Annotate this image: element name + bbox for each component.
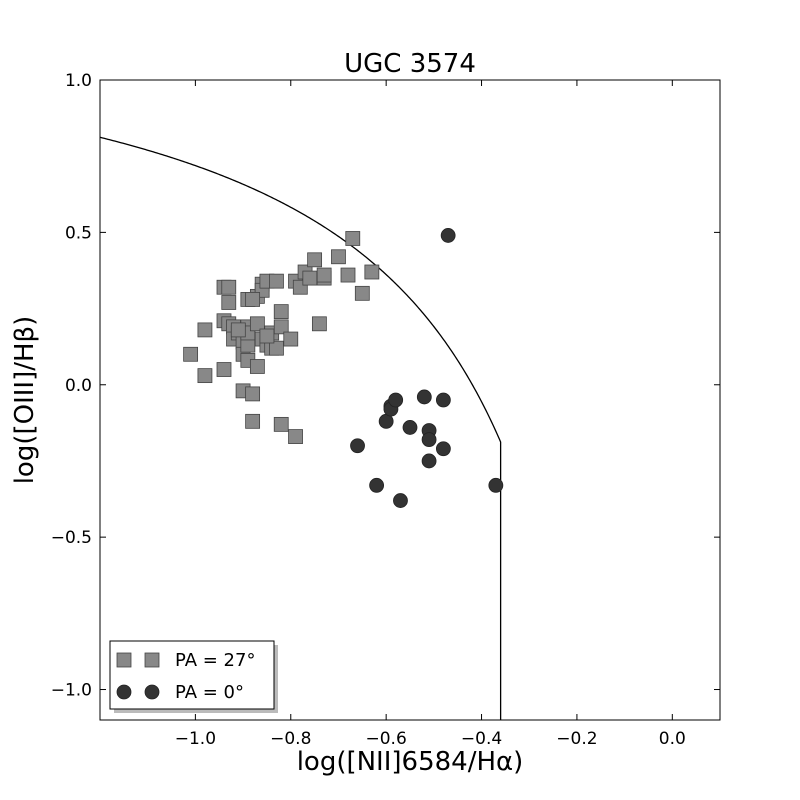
legend-circle-marker <box>144 684 160 700</box>
square-point <box>273 416 289 432</box>
square-point <box>364 264 380 280</box>
square-point <box>283 331 299 347</box>
square-point <box>216 362 232 377</box>
square-point <box>183 346 199 362</box>
plot-area <box>99 136 502 720</box>
plot-frame <box>99 79 721 721</box>
square-point <box>230 322 246 338</box>
x-tick-label: −0.4 <box>461 729 502 749</box>
legend-box <box>109 640 275 710</box>
legend-circle-marker <box>116 684 132 700</box>
axis-ticks: −1.0 −0.8 −0.6 −0.4 −0.2 0.0 −1.0 −0.5 0.0 0.5 1.0 <box>51 71 720 749</box>
square-point <box>311 316 327 332</box>
circle-point <box>421 453 437 469</box>
y-axis-label: log([OIII]/Hβ) <box>10 316 40 485</box>
x-tick-label: −0.6 <box>366 729 407 749</box>
circle-point <box>350 438 365 454</box>
circle-point <box>388 392 404 408</box>
square-point <box>269 340 284 356</box>
square-point <box>221 295 237 310</box>
square-point <box>340 267 356 283</box>
square-point <box>273 304 289 320</box>
legend-square-marker <box>144 652 160 668</box>
square-point <box>245 413 261 429</box>
legend-label: PA = 0° <box>175 682 244 703</box>
y-tick-label: −1.0 <box>51 681 92 701</box>
y-tick-label: 1.0 <box>65 71 92 91</box>
circle-point <box>393 493 408 508</box>
square-point <box>331 249 346 265</box>
square-point <box>354 285 370 301</box>
y-tick-label: 0.5 <box>65 223 92 243</box>
circle-point <box>435 392 451 408</box>
chart-title: UGC 3574 <box>344 49 476 79</box>
legend-label: PA = 27° <box>175 650 255 671</box>
x-tick-label: −0.2 <box>556 729 597 749</box>
square-point <box>245 292 261 307</box>
square-point <box>259 328 275 344</box>
square-point <box>249 316 265 332</box>
square-point <box>245 386 261 402</box>
square-point <box>197 322 213 338</box>
square-point <box>273 319 289 335</box>
legend: PA = 27° PA = 0° <box>109 640 278 713</box>
x-tick-label: −1.0 <box>175 729 216 749</box>
circle-point <box>416 389 432 405</box>
circle-point <box>369 477 385 493</box>
y-tick-label: 0.0 <box>65 376 92 396</box>
square-point <box>307 252 323 268</box>
y-tick-label: −0.5 <box>51 528 92 548</box>
circle-point <box>402 420 418 435</box>
circle-point <box>435 441 451 457</box>
square-point <box>302 270 318 286</box>
data-points <box>183 228 504 508</box>
square-point <box>316 267 332 283</box>
x-tick-label: 0.0 <box>659 729 686 749</box>
circle-point <box>440 228 456 243</box>
square-point <box>288 429 303 444</box>
legend-square-marker <box>116 652 132 668</box>
x-axis-label: log([NII]6584/Hα) <box>297 747 524 777</box>
square-point <box>221 279 237 295</box>
circle-point <box>488 477 504 493</box>
circle-point <box>421 432 437 448</box>
square-point <box>345 231 361 246</box>
square-point <box>269 273 284 289</box>
demarcation-curve <box>99 136 502 720</box>
square-point <box>197 368 213 384</box>
x-tick-label: −0.8 <box>270 729 311 749</box>
square-point <box>249 359 265 374</box>
